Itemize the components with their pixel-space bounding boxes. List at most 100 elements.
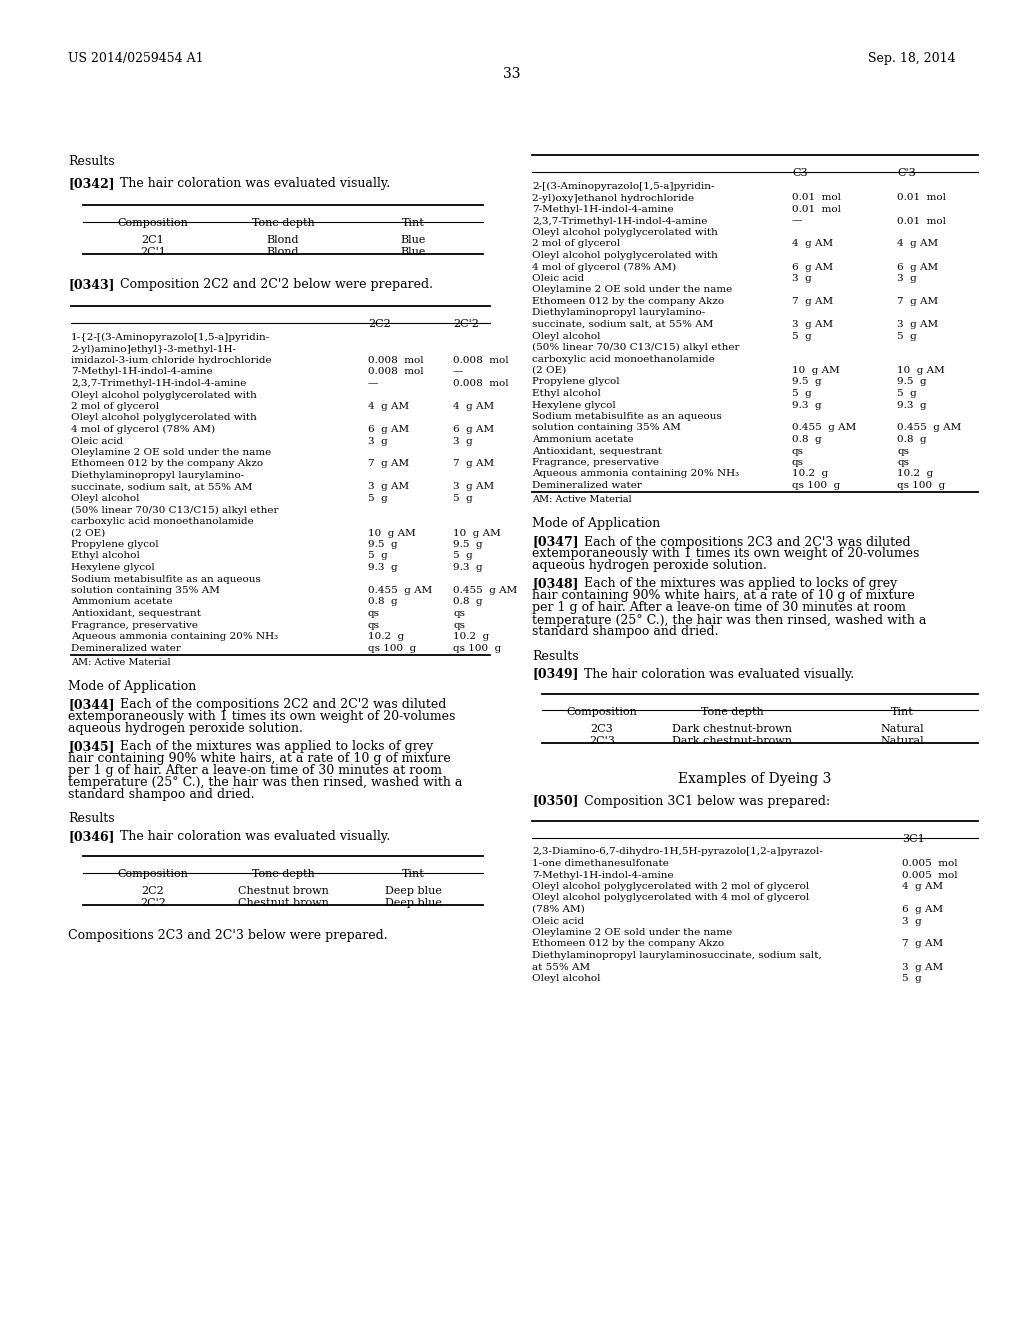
Text: per 1 g of hair. After a leave-on time of 30 minutes at room: per 1 g of hair. After a leave-on time o… <box>68 764 442 777</box>
Text: Dark chestnut-brown: Dark chestnut-brown <box>672 723 792 734</box>
Text: 0.455  g AM: 0.455 g AM <box>792 424 856 433</box>
Text: qs: qs <box>368 620 380 630</box>
Text: 3C1: 3C1 <box>902 833 925 843</box>
Text: 0.455  g AM: 0.455 g AM <box>897 424 962 433</box>
Text: Ammonium acetate: Ammonium acetate <box>71 598 173 606</box>
Text: Tint: Tint <box>401 218 424 228</box>
Text: qs: qs <box>368 609 380 618</box>
Text: Ethyl alcohol: Ethyl alcohol <box>532 389 601 399</box>
Text: Oleyl alcohol polyglycerolated with 2 mol of glycerol: Oleyl alcohol polyglycerolated with 2 mo… <box>532 882 809 891</box>
Text: The hair coloration was evaluated visually.: The hair coloration was evaluated visual… <box>584 668 854 681</box>
Text: AM: Active Material: AM: Active Material <box>71 657 171 667</box>
Text: 4 mol of glycerol (78% AM): 4 mol of glycerol (78% AM) <box>532 263 676 272</box>
Text: Each of the mixtures was applied to locks of grey: Each of the mixtures was applied to lock… <box>584 578 897 590</box>
Text: 33: 33 <box>503 67 521 81</box>
Text: 7-Methyl-1H-indol-4-amine: 7-Methyl-1H-indol-4-amine <box>532 205 674 214</box>
Text: 0.8  g: 0.8 g <box>897 436 927 444</box>
Text: Deep blue: Deep blue <box>385 886 441 896</box>
Text: Each of the compositions 2C2 and 2C'2 was diluted: Each of the compositions 2C2 and 2C'2 wa… <box>120 698 446 711</box>
Text: 2-yl)amino]ethyl}-3-methyl-1H-: 2-yl)amino]ethyl}-3-methyl-1H- <box>71 345 236 354</box>
Text: 0.01  mol: 0.01 mol <box>792 194 841 202</box>
Text: [0348]: [0348] <box>532 578 579 590</box>
Text: Examples of Dyeing 3: Examples of Dyeing 3 <box>678 772 831 787</box>
Text: [0347]: [0347] <box>532 536 579 549</box>
Text: [0345]: [0345] <box>68 741 115 752</box>
Text: standard shampoo and dried.: standard shampoo and dried. <box>68 788 255 801</box>
Text: 3  g AM: 3 g AM <box>453 483 495 491</box>
Text: 0.455  g AM: 0.455 g AM <box>368 586 432 595</box>
Text: carboxylic acid monoethanolamide: carboxylic acid monoethanolamide <box>71 517 254 525</box>
Text: Aqueous ammonia containing 20% NH₃: Aqueous ammonia containing 20% NH₃ <box>532 470 739 479</box>
Text: Blond: Blond <box>266 247 299 257</box>
Text: Each of the compositions 2C3 and 2C'3 was diluted: Each of the compositions 2C3 and 2C'3 wa… <box>584 536 910 549</box>
Text: Results: Results <box>68 812 115 825</box>
Text: Blue: Blue <box>400 235 426 246</box>
Text: 9.5  g: 9.5 g <box>368 540 397 549</box>
Text: qs 100  g: qs 100 g <box>792 480 841 490</box>
Text: 5  g: 5 g <box>368 552 388 561</box>
Text: Diethylaminopropyl laurylamino-: Diethylaminopropyl laurylamino- <box>532 309 706 318</box>
Text: 2,3,7-Trimethyl-1H-indol-4-amine: 2,3,7-Trimethyl-1H-indol-4-amine <box>532 216 708 226</box>
Text: Natural: Natural <box>881 735 924 746</box>
Text: 4  g AM: 4 g AM <box>902 882 943 891</box>
Text: 10  g AM: 10 g AM <box>897 366 945 375</box>
Text: 3  g: 3 g <box>368 437 388 446</box>
Text: Composition: Composition <box>118 218 188 228</box>
Text: qs: qs <box>897 446 909 455</box>
Text: 2C'3: 2C'3 <box>589 735 615 746</box>
Text: 2C2: 2C2 <box>141 886 165 896</box>
Text: qs: qs <box>453 620 465 630</box>
Text: Oleylamine 2 OE sold under the name: Oleylamine 2 OE sold under the name <box>532 285 732 294</box>
Text: 10  g AM: 10 g AM <box>453 528 501 537</box>
Text: 3  g: 3 g <box>792 275 812 282</box>
Text: 2C3: 2C3 <box>591 723 613 734</box>
Text: Composition 2C2 and 2C'2 below were prepared.: Composition 2C2 and 2C'2 below were prep… <box>120 279 433 290</box>
Text: qs 100  g: qs 100 g <box>897 480 945 490</box>
Text: 6  g AM: 6 g AM <box>792 263 834 272</box>
Text: Tone depth: Tone depth <box>700 706 763 717</box>
Text: Composition: Composition <box>118 869 188 879</box>
Text: Fragrance, preservative: Fragrance, preservative <box>532 458 659 467</box>
Text: 7  g AM: 7 g AM <box>902 940 943 949</box>
Text: at 55% AM: at 55% AM <box>532 962 590 972</box>
Text: Oleylamine 2 OE sold under the name: Oleylamine 2 OE sold under the name <box>71 447 271 457</box>
Text: Sodium metabisulfite as an aqueous: Sodium metabisulfite as an aqueous <box>71 574 261 583</box>
Text: 9.3  g: 9.3 g <box>792 400 821 409</box>
Text: carboxylic acid monoethanolamide: carboxylic acid monoethanolamide <box>532 355 715 363</box>
Text: Sep. 18, 2014: Sep. 18, 2014 <box>868 51 956 65</box>
Text: 0.01  mol: 0.01 mol <box>897 216 946 226</box>
Text: 2,3,7-Trimethyl-1H-indol-4-amine: 2,3,7-Trimethyl-1H-indol-4-amine <box>71 379 247 388</box>
Text: extemporaneously with 1 times its own weight of 20-volumes: extemporaneously with 1 times its own we… <box>68 710 456 723</box>
Text: 0.01  mol: 0.01 mol <box>897 194 946 202</box>
Text: 3  g AM: 3 g AM <box>368 483 410 491</box>
Text: aqueous hydrogen peroxide solution.: aqueous hydrogen peroxide solution. <box>532 560 767 573</box>
Text: 0.01  mol: 0.01 mol <box>792 205 841 214</box>
Text: 0.8  g: 0.8 g <box>453 598 482 606</box>
Text: 10  g AM: 10 g AM <box>792 366 840 375</box>
Text: 5  g: 5 g <box>453 494 473 503</box>
Text: The hair coloration was evaluated visually.: The hair coloration was evaluated visual… <box>120 177 390 190</box>
Text: Antioxidant, sequestrant: Antioxidant, sequestrant <box>532 446 662 455</box>
Text: Tone depth: Tone depth <box>252 218 314 228</box>
Text: [0342]: [0342] <box>68 177 115 190</box>
Text: —: — <box>453 367 464 376</box>
Text: C3: C3 <box>792 168 808 178</box>
Text: imidazol-3-ium chloride hydrochloride: imidazol-3-ium chloride hydrochloride <box>71 356 271 366</box>
Text: Results: Results <box>532 649 579 663</box>
Text: 10.2  g: 10.2 g <box>792 470 828 479</box>
Text: 1-{2-[(3-Aminopyrazolo[1,5-a]pyridin-: 1-{2-[(3-Aminopyrazolo[1,5-a]pyridin- <box>71 333 270 342</box>
Text: Antioxidant, sequestrant: Antioxidant, sequestrant <box>71 609 201 618</box>
Text: Oleyl alcohol polyglycerolated with: Oleyl alcohol polyglycerolated with <box>532 228 718 238</box>
Text: 3  g: 3 g <box>453 437 473 446</box>
Text: 10.2  g: 10.2 g <box>897 470 933 479</box>
Text: Ethomeen 012 by the company Akzo: Ethomeen 012 by the company Akzo <box>532 297 724 306</box>
Text: 2C1: 2C1 <box>141 235 165 246</box>
Text: 9.3  g: 9.3 g <box>368 564 397 572</box>
Text: 5  g: 5 g <box>368 494 388 503</box>
Text: qs: qs <box>792 458 804 467</box>
Text: qs: qs <box>453 609 465 618</box>
Text: Oleyl alcohol polyglycerolated with: Oleyl alcohol polyglycerolated with <box>71 391 257 400</box>
Text: 9.3  g: 9.3 g <box>897 400 927 409</box>
Text: 2,3-Diamino-6,7-dihydro-1H,5H-pyrazolo[1,2-a]pyrazol-: 2,3-Diamino-6,7-dihydro-1H,5H-pyrazolo[1… <box>532 847 823 857</box>
Text: Ethomeen 012 by the company Akzo: Ethomeen 012 by the company Akzo <box>532 940 724 949</box>
